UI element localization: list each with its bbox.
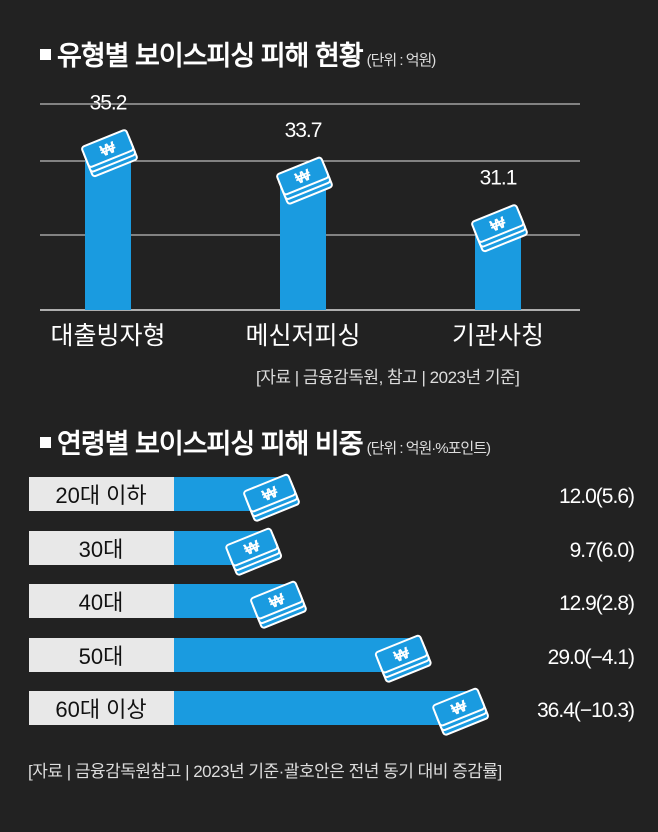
bar-60대 이상 [174, 691, 468, 725]
age-label: 20대 이하 [55, 483, 146, 508]
value-label: 31.1 [480, 166, 517, 189]
age-label-box [29, 531, 174, 565]
category-label: 기관사칭 [452, 322, 544, 350]
bar-대출빙자형 [85, 154, 131, 310]
chart-2-title-text: 연령별 보이스피싱 피해 비중 [57, 429, 364, 459]
category-label: 메신저피싱 [245, 322, 360, 350]
chart-2-source: [자료 | 금융감독원참고 | 2023년 기준·괄호안은 전년 동기 대비 증… [28, 762, 502, 781]
chart-2-unit: (단위 : 억원·%포인트) [366, 440, 491, 457]
age-label: 30대 [79, 537, 124, 562]
chart-1-unit: (단위 : 억원) [366, 52, 437, 69]
age-label-box [29, 638, 174, 672]
svg-text:₩: ₩ [488, 214, 509, 236]
value-label: 12.9(2.8) [559, 592, 634, 615]
bullet-square-icon [40, 437, 51, 449]
value-label: 12.0(5.6) [559, 485, 634, 508]
age-label: 50대 [79, 644, 124, 669]
won-banknote-stack-icon: ₩ [432, 687, 489, 736]
age-label: 40대 [79, 590, 124, 615]
value-label: 9.7(6.0) [570, 539, 634, 562]
svg-text:₩: ₩ [392, 644, 413, 666]
won-banknote-stack-icon: ₩ [250, 580, 307, 629]
svg-text:₩: ₩ [267, 590, 288, 612]
category-label: 대출빙자형 [50, 322, 165, 350]
age-label-box [29, 691, 174, 725]
value-label: 33.7 [285, 119, 322, 142]
svg-text:₩: ₩ [242, 537, 263, 559]
svg-text:₩: ₩ [293, 166, 314, 188]
won-banknote-stack-icon: ₩ [374, 634, 432, 683]
won-banknote-stack-icon: ₩ [81, 129, 138, 178]
won-banknote-stack-icon: ₩ [276, 156, 333, 205]
value-label: 29.0(−4.1) [548, 646, 634, 669]
won-banknote-stack-icon: ₩ [243, 473, 300, 522]
svg-text:₩: ₩ [260, 483, 281, 505]
chart-2-title: 연령별 보이스피싱 피해 비중 (단위 : 억원·%포인트) [40, 422, 491, 461]
age-label-box [29, 584, 174, 618]
won-banknote-stack-icon: ₩ [471, 204, 528, 253]
chart-1-title-text: 유형별 보이스피싱 피해 현황 [57, 41, 364, 71]
bar-50대 [174, 638, 410, 672]
bullet-square-icon [40, 49, 51, 61]
svg-text:₩: ₩ [98, 139, 119, 161]
chart-1-title: 유형별 보이스피싱 피해 현황 (단위 : 억원) [40, 34, 437, 73]
age-label: 60대 이상 [55, 697, 146, 722]
won-banknote-stack-icon: ₩ [225, 527, 283, 576]
value-label: 36.4(−10.3) [537, 699, 634, 722]
value-label: 35.2 [90, 91, 127, 114]
svg-text:₩: ₩ [449, 697, 470, 719]
chart-1-source: [자료 | 금융감독원, 참고 | 2023년 기준] [256, 368, 520, 387]
age-label-box [29, 477, 174, 511]
